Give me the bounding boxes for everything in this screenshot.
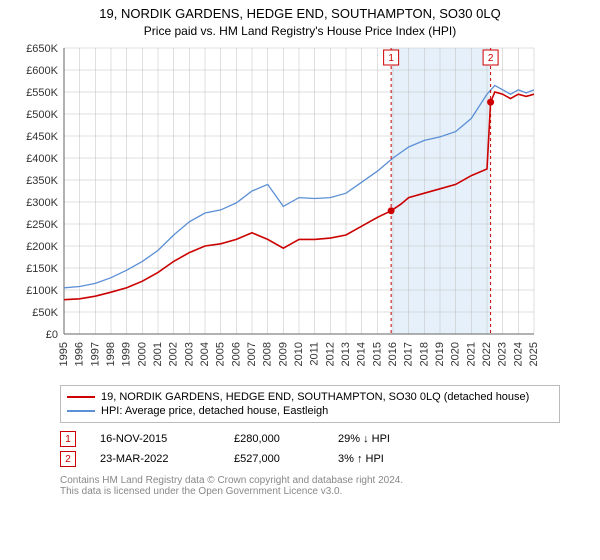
legend-row: 19, NORDIK GARDENS, HEDGE END, SOUTHAMPT… (67, 390, 553, 404)
svg-text:2025: 2025 (528, 342, 540, 366)
svg-text:2013: 2013 (340, 342, 352, 366)
svg-text:2015: 2015 (371, 342, 383, 366)
svg-text:£600K: £600K (26, 65, 58, 77)
sale-date: 16-NOV-2015 (100, 433, 210, 445)
svg-text:£250K: £250K (26, 219, 58, 231)
legend-label: 19, NORDIK GARDENS, HEDGE END, SOUTHAMPT… (101, 391, 529, 403)
svg-text:2004: 2004 (199, 342, 211, 366)
svg-text:2005: 2005 (215, 342, 227, 366)
svg-text:£500K: £500K (26, 109, 58, 121)
footer-line-2: This data is licensed under the Open Gov… (60, 486, 560, 497)
svg-text:2001: 2001 (152, 342, 164, 366)
legend: 19, NORDIK GARDENS, HEDGE END, SOUTHAMPT… (60, 385, 560, 423)
svg-text:2003: 2003 (183, 342, 195, 366)
svg-text:£550K: £550K (26, 87, 58, 99)
svg-text:1998: 1998 (105, 342, 117, 366)
sale-row: 1 16-NOV-2015 £280,000 29% ↓ HPI (60, 429, 560, 449)
svg-text:£450K: £450K (26, 131, 58, 143)
svg-text:£0: £0 (46, 329, 58, 341)
svg-text:£150K: £150K (26, 263, 58, 275)
svg-text:1995: 1995 (58, 342, 70, 366)
svg-text:1997: 1997 (89, 342, 101, 366)
svg-text:2012: 2012 (324, 342, 336, 366)
footer-line-1: Contains HM Land Registry data © Crown c… (60, 475, 560, 486)
svg-text:1999: 1999 (121, 342, 133, 366)
sale-diff: 29% ↓ HPI (338, 433, 458, 445)
svg-text:2019: 2019 (434, 342, 446, 366)
svg-text:2011: 2011 (309, 342, 321, 366)
svg-text:£350K: £350K (26, 175, 58, 187)
svg-text:2007: 2007 (246, 342, 258, 366)
page-title: 19, NORDIK GARDENS, HEDGE END, SOUTHAMPT… (0, 0, 600, 21)
svg-text:£50K: £50K (32, 307, 58, 319)
legend-label: HPI: Average price, detached house, East… (101, 405, 328, 417)
svg-text:2018: 2018 (418, 342, 430, 366)
svg-text:2017: 2017 (403, 342, 415, 366)
svg-text:2002: 2002 (168, 342, 180, 366)
svg-text:2020: 2020 (450, 342, 462, 366)
legend-row: HPI: Average price, detached house, East… (67, 404, 553, 418)
svg-text:2: 2 (488, 53, 494, 64)
svg-text:1996: 1996 (74, 342, 86, 366)
sale-price: £527,000 (234, 453, 314, 465)
svg-text:2023: 2023 (497, 342, 509, 366)
svg-text:2006: 2006 (230, 342, 242, 366)
svg-text:£100K: £100K (26, 285, 58, 297)
svg-text:2022: 2022 (481, 342, 493, 366)
svg-text:2014: 2014 (356, 342, 368, 366)
svg-text:2016: 2016 (387, 342, 399, 366)
svg-text:2010: 2010 (293, 342, 305, 366)
sale-marker-icon: 1 (60, 431, 76, 447)
svg-text:£400K: £400K (26, 153, 58, 165)
chart-svg: £0 £50K £100K £150K £200K £250K £300K £350K £400… (10, 42, 550, 372)
svg-text:£650K: £650K (26, 43, 58, 55)
sale-price: £280,000 (234, 433, 314, 445)
svg-text:£300K: £300K (26, 197, 58, 209)
price-chart: £0 £50K £100K £150K £200K £250K £300K £350K £400… (10, 42, 600, 377)
legend-swatch (67, 396, 95, 398)
svg-text:2024: 2024 (512, 342, 524, 366)
footer: Contains HM Land Registry data © Crown c… (60, 475, 560, 497)
sales-table: 1 16-NOV-2015 £280,000 29% ↓ HPI 2 23-MAR-202… (60, 429, 560, 469)
svg-text:2021: 2021 (465, 342, 477, 366)
sale-diff: 3% ↑ HPI (338, 453, 458, 465)
sale-date: 23-MAR-2022 (100, 453, 210, 465)
sale-row: 2 23-MAR-2022 £527,000 3% ↑ HPI (60, 449, 560, 469)
svg-text:£200K: £200K (26, 241, 58, 253)
legend-swatch (67, 410, 95, 412)
svg-text:2009: 2009 (277, 342, 289, 366)
sale-marker-icon: 2 (60, 451, 76, 467)
svg-text:1: 1 (388, 53, 394, 64)
svg-text:2008: 2008 (262, 342, 274, 366)
page-subtitle: Price paid vs. HM Land Registry's House … (0, 21, 600, 42)
svg-text:2000: 2000 (136, 342, 148, 366)
